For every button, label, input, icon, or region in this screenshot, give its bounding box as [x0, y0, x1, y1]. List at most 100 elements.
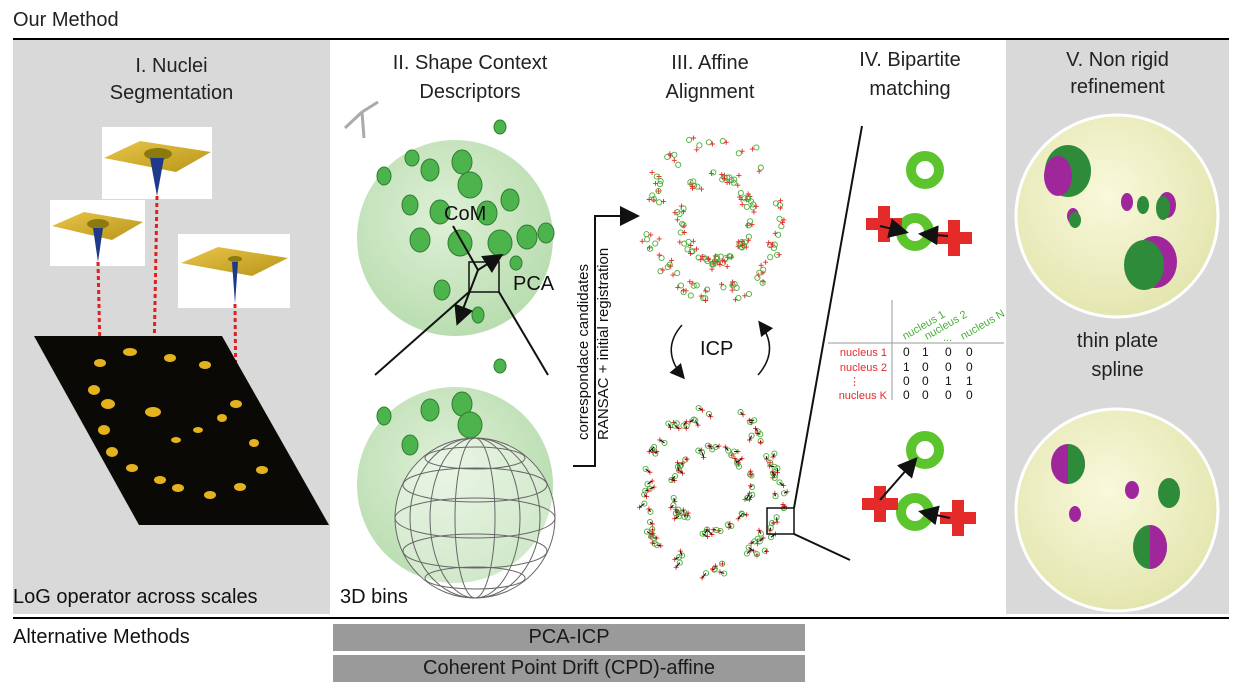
cloud-point-green	[693, 282, 700, 289]
cloud-point-red	[760, 270, 766, 276]
cloud-point-green	[704, 442, 711, 449]
axes-glyph	[343, 100, 379, 139]
matrix-cell: 0	[922, 388, 929, 402]
cloud-point-green	[644, 236, 651, 243]
cloud-point-red	[694, 147, 700, 153]
cloud-point-green	[767, 254, 774, 261]
cloud-point-green	[778, 223, 785, 230]
s1-footer: LoG operator across scales	[13, 586, 258, 608]
cloud-point-green	[696, 142, 703, 149]
point-cloud-bottom	[637, 404, 790, 581]
cloud-match-line	[674, 515, 680, 520]
cloud-match-line	[649, 521, 653, 525]
s4-title-line2: matching	[869, 78, 951, 100]
cloud-match-line	[750, 485, 753, 488]
cloud-point-green	[643, 528, 651, 535]
cloud-point-green	[719, 138, 726, 145]
cloud-point-red	[672, 210, 678, 216]
cloud-point-red	[690, 184, 696, 190]
s2-title-line1: II. Shape Context	[392, 52, 548, 74]
cloud-point-green	[760, 266, 767, 273]
s3-title-line2: Alignment	[665, 81, 755, 103]
cloud-point-green	[745, 290, 753, 298]
cloud-point-red	[660, 267, 666, 273]
cloud-point-green	[743, 203, 750, 210]
cloud-point-green	[656, 199, 663, 206]
s1-title-line1: I. Nuclei	[135, 55, 208, 77]
cloud-point-green	[680, 422, 687, 429]
cloud-point-red	[681, 230, 687, 235]
cloud-point-green	[686, 136, 693, 143]
matrix-cell: 0	[945, 388, 952, 402]
log-surface-large	[102, 127, 212, 199]
cloud-point-red	[745, 222, 751, 228]
nonrigid-nuclei-bottom	[1051, 444, 1180, 569]
cloud-point-red	[772, 230, 778, 236]
cloud-point-red	[737, 194, 743, 200]
cloud-match-line	[671, 475, 676, 480]
cloud-point-green	[690, 282, 697, 289]
bipartite-bottom	[862, 431, 976, 536]
cloud-point-green	[748, 483, 756, 491]
cloud-point-red	[766, 240, 772, 246]
matrix-cell: 0	[966, 345, 973, 359]
cloud-point-green	[685, 238, 692, 245]
cloud-point-green	[710, 169, 717, 176]
cloud-point-red	[723, 139, 729, 145]
cloud-point-green	[652, 450, 659, 457]
cloud-point-green	[664, 153, 671, 161]
cloud-match-line	[652, 542, 655, 545]
cloud-point-green	[721, 570, 728, 577]
cloud-point-red	[706, 256, 712, 262]
cloud-point-red	[669, 257, 675, 263]
cloud-point-green	[695, 404, 702, 412]
matrix-cell: 1	[966, 374, 973, 388]
cloud-point-green	[754, 274, 761, 281]
cloud-point-green	[767, 524, 774, 531]
cloud-point-red	[661, 198, 666, 204]
cloud-match-line	[758, 530, 762, 534]
cloud-match-line	[701, 452, 705, 458]
cloud-point-green	[701, 530, 709, 537]
cloud-point-red	[769, 241, 775, 247]
cloud-match-line	[707, 445, 712, 448]
cloud-match-line	[674, 425, 680, 430]
zoom-box	[766, 507, 795, 535]
matrix-cell: 1	[945, 374, 952, 388]
cloud-point-red	[670, 272, 676, 278]
cloud-match-line	[659, 439, 665, 444]
cloud-point-red	[688, 251, 694, 256]
cloud-point-green	[653, 173, 660, 180]
cloud-point-green	[649, 192, 656, 199]
matrix-cell: 0	[945, 360, 952, 374]
s2-footer: 3D bins	[340, 586, 408, 608]
matrix-cell: 0	[966, 360, 973, 374]
cloud-match-line	[685, 458, 688, 461]
cloud-point-green	[675, 161, 682, 168]
cloud-match-line	[724, 446, 729, 451]
cloud-point-red	[781, 217, 787, 223]
matrix-row-4: nucleus K	[839, 390, 888, 402]
cloud-point-green	[671, 422, 678, 429]
cloud-point-green	[674, 463, 681, 470]
cloud-match-line	[772, 453, 775, 458]
cloud-point-green	[729, 282, 736, 289]
method-cpd-affine: Coherent Point Drift (CPD)-affine	[333, 655, 805, 682]
cloud-match-line	[679, 550, 683, 556]
icp-cycle-arrows	[669, 320, 774, 380]
cloud-point-red	[694, 246, 699, 252]
cloud-point-green	[731, 176, 738, 183]
cloud-match-line	[769, 465, 775, 468]
matrix-cell: 0	[966, 388, 973, 402]
cloud-match-line	[687, 512, 689, 518]
cloud-point-red	[691, 135, 697, 141]
cloud-point-red	[671, 157, 677, 163]
cloud-point-green	[652, 240, 659, 247]
cloud-point-red	[756, 168, 762, 174]
cloud-match-line	[675, 562, 681, 568]
cloud-point-green	[737, 189, 744, 197]
cloud-point-green	[682, 456, 689, 463]
cloud-point-green	[705, 139, 713, 146]
nonrigid-nuclei-top	[1044, 145, 1177, 290]
